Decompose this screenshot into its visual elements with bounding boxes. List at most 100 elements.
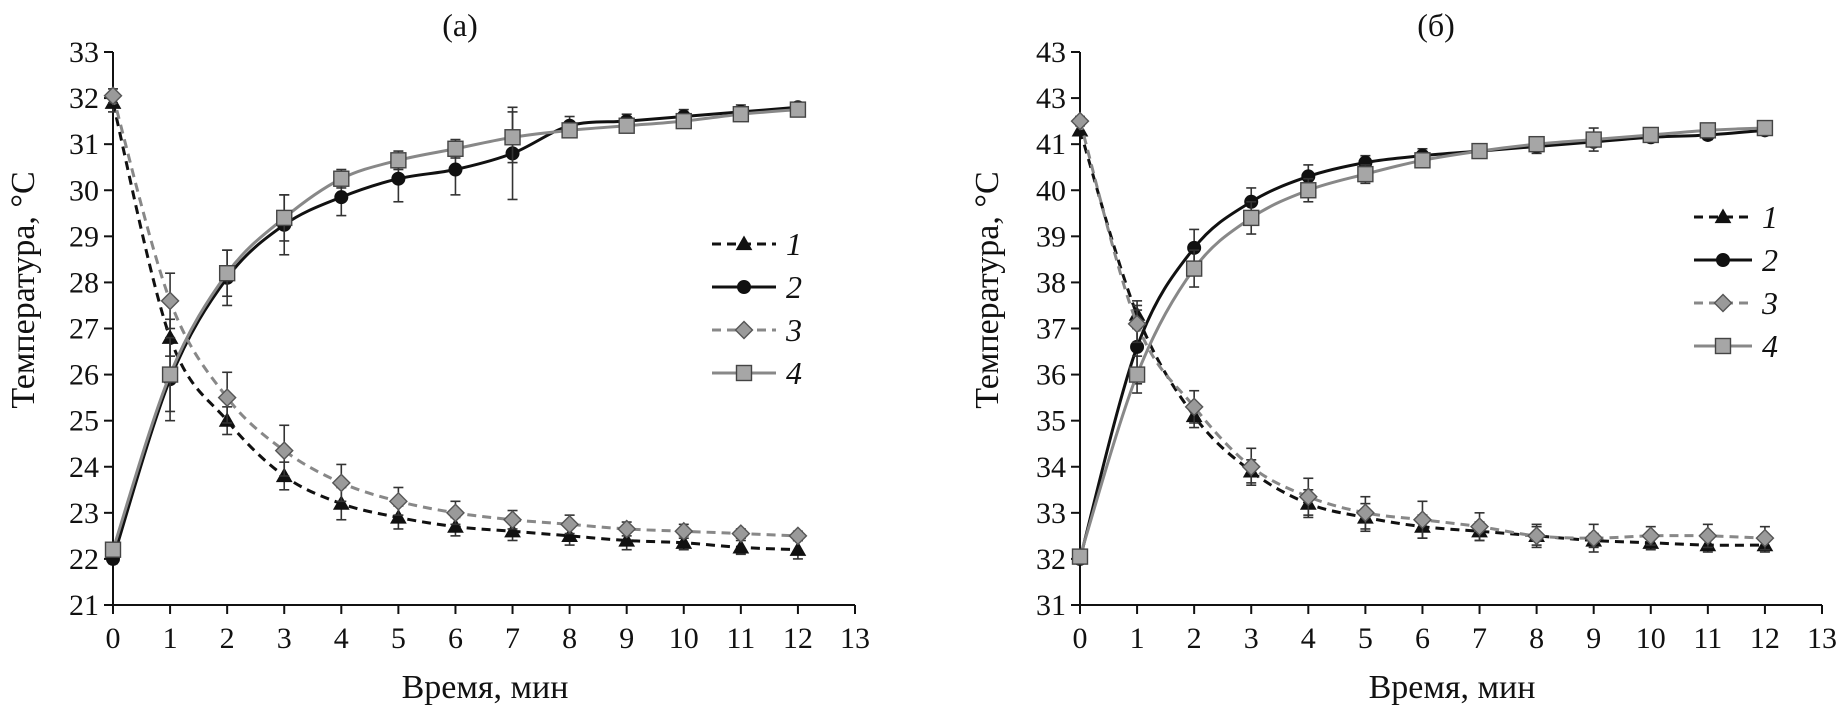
series-4-a-point-3 <box>276 209 293 227</box>
legend-label-2-b: 2 <box>1762 242 1778 278</box>
x-axis-title-b: Время, мин <box>1369 669 1536 706</box>
legend-label-3-b: 3 <box>1761 285 1778 321</box>
series-4-b-point-1 <box>1128 366 1146 383</box>
series-2-b <box>1073 123 1772 566</box>
series-4-a-point-10 <box>675 112 692 130</box>
series-4-a-point-8 <box>561 122 578 139</box>
y-tick-label-b: 34 <box>1036 451 1066 484</box>
series-2-a <box>106 100 805 566</box>
legend-label-2-a: 2 <box>786 269 802 305</box>
series-line-1-b <box>1078 129 1765 547</box>
x-tick-label-a: 8 <box>562 622 577 655</box>
series-3-a-point-3 <box>274 441 294 461</box>
series-4-b-point-10 <box>1642 126 1659 144</box>
series-4-b-point-3 <box>1243 209 1260 227</box>
legend-b: 1 2 3 4 <box>1694 199 1778 364</box>
y-tick-label-b: 35 <box>1036 405 1066 438</box>
series-4-b-point-6 <box>1414 152 1431 169</box>
x-tick-label-a: 4 <box>334 622 349 655</box>
series-2-a-point-5 <box>391 171 406 186</box>
series-3-b-point-1 <box>1127 314 1147 334</box>
y-tick-label-b: 37 <box>1036 313 1066 346</box>
y-tick-label-b: 32 <box>1036 543 1066 576</box>
y-tick-label-a: 32 <box>69 82 99 115</box>
x-tick-label-b: 11 <box>1693 622 1722 655</box>
series-4-b-point-0 <box>1071 548 1089 565</box>
series-4-b-point-7 <box>1471 142 1488 160</box>
legend-marker-4-a-point-0 <box>735 364 753 382</box>
series-1-a-point-6 <box>447 518 464 533</box>
series-4-a-point-5 <box>390 152 407 169</box>
y-tick-label-a: 28 <box>69 266 99 299</box>
y-tick-label-b: 33 <box>1036 497 1066 530</box>
x-tick-label-a: 0 <box>106 622 121 655</box>
series-line-3-b <box>1078 120 1765 540</box>
series-4-a-point-4 <box>333 170 350 187</box>
y-tick-label-a: 24 <box>69 451 99 484</box>
series-3-a-point-12 <box>788 526 808 546</box>
y-tick-label-a: 25 <box>69 405 99 438</box>
series-1-a-point-4 <box>332 495 350 510</box>
x-tick-label-a: 7 <box>505 622 520 655</box>
series-3-b-point-10 <box>1641 526 1661 546</box>
y-tick-label-b: 40 <box>1036 174 1066 207</box>
y-tick-label-a: 27 <box>69 313 99 346</box>
series-1-a-point-12 <box>789 541 807 556</box>
series-3-a-point-11 <box>731 524 751 544</box>
x-tick-label-b: 8 <box>1529 622 1544 655</box>
y-tick-label-a: 26 <box>69 359 99 392</box>
x-tick-label-b: 5 <box>1358 622 1373 655</box>
series-3-b-point-3 <box>1241 457 1261 477</box>
series-4-a-point-6 <box>447 140 464 157</box>
series-4-b-point-9 <box>1585 131 1602 148</box>
legend-marker-2-a-point-0 <box>737 280 751 294</box>
legend-label-1-b: 1 <box>1762 199 1778 235</box>
x-tick-label-a: 5 <box>391 622 406 655</box>
series-4-a-point-11 <box>732 106 750 123</box>
panel-title-b: (б) <box>1417 7 1455 43</box>
legend-label-4-a: 4 <box>786 355 802 391</box>
x-tick-label-a: 9 <box>619 622 634 655</box>
series-3-b-point-7 <box>1470 517 1490 537</box>
x-tick-label-a: 2 <box>220 622 235 655</box>
series-3-b-point-12 <box>1755 528 1775 548</box>
x-tick-label-b: 7 <box>1472 622 1487 655</box>
series-3-a-point-2 <box>217 388 237 408</box>
y-tick-label-a: 23 <box>69 497 99 530</box>
legend-marker-1-b-point-0 <box>1714 208 1732 224</box>
series-3-b-point-4 <box>1298 487 1318 507</box>
series-2-a-point-6 <box>448 162 463 177</box>
x-tick-label-a: 1 <box>163 622 178 655</box>
series-4-a-point-9 <box>618 117 635 134</box>
series-4-b-point-5 <box>1357 165 1374 183</box>
series-3-a-point-1 <box>160 291 180 311</box>
series-3-a <box>103 86 808 546</box>
x-tick-label-a: 6 <box>448 622 463 655</box>
x-tick-label-a: 12 <box>783 622 813 655</box>
panel-title-a: (а) <box>442 7 478 43</box>
legend-label-3-a: 3 <box>785 312 802 348</box>
series-3-a-point-9 <box>617 519 637 539</box>
series-3-a-point-5 <box>388 491 408 511</box>
series-4-a-point-1 <box>161 366 179 383</box>
series-2-a-point-4 <box>334 190 349 205</box>
series-4-b-point-4 <box>1300 182 1317 199</box>
series-3-b-point-6 <box>1412 510 1432 530</box>
x-tick-label-b: 2 <box>1187 622 1202 655</box>
x-tick-label-b: 0 <box>1073 622 1088 655</box>
legend-marker-2-b-point-0 <box>1716 253 1730 267</box>
y-axis-title-b: Температура, °C <box>969 171 1006 408</box>
series-line-4-b <box>1078 126 1765 558</box>
y-tick-label-a: 31 <box>69 128 99 161</box>
y-tick-label-b: 39 <box>1036 220 1066 253</box>
series-3-b-point-0 <box>1070 111 1090 131</box>
series-1-b <box>1071 121 1774 553</box>
legend-label-4-b: 4 <box>1762 328 1778 364</box>
legend-marker-3-a-point-0 <box>734 320 754 340</box>
series-3-b-point-8 <box>1527 526 1547 546</box>
series-4-a <box>104 101 807 558</box>
x-tick-label-b: 9 <box>1586 622 1601 655</box>
x-tick-label-b: 3 <box>1244 622 1259 655</box>
series-4-a-point-2 <box>218 265 236 282</box>
